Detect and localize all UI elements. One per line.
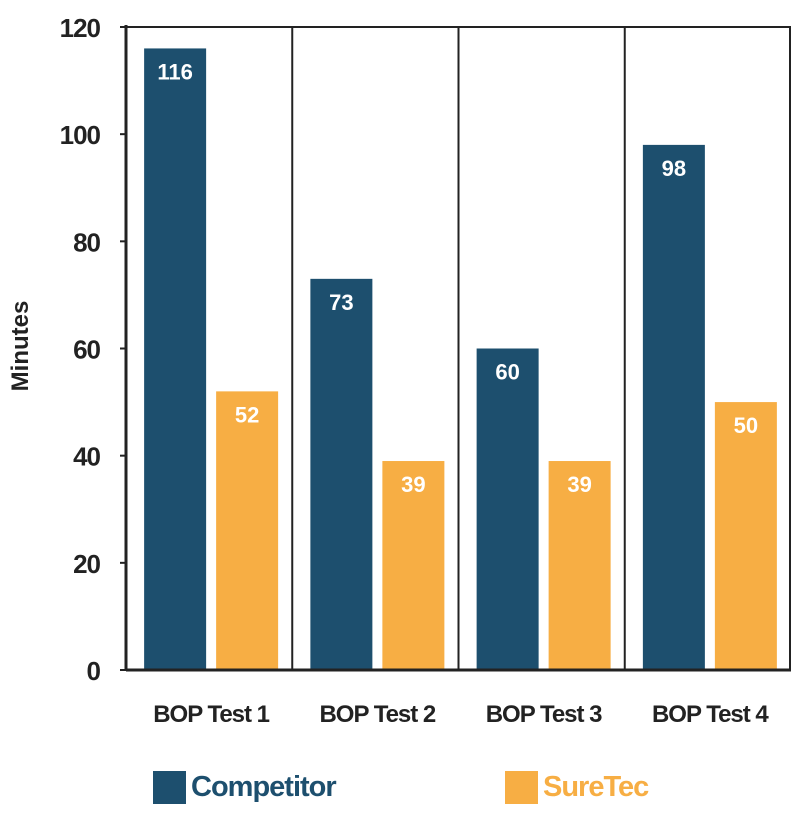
data-label-suretec-bop-test-4: 50 [734,413,758,438]
y-tick-label-60: 60 [73,335,100,365]
y-tick-label-100: 100 [60,120,101,150]
bar-suretec-bop-test-4 [714,402,777,670]
data-label-competitor-bop-test-3: 60 [495,360,519,385]
bar-competitor-bop-test-1 [144,48,207,670]
x-tick-label-bop-test-3: BOP Test 3 [486,701,602,728]
data-label-competitor-bop-test-4: 98 [662,156,686,181]
bar-competitor-bop-test-2 [310,278,373,670]
x-tick-labels: BOP Test 1 BOP Test 2 BOP Test 3 BOP Test 4 [153,701,770,728]
legend-swatch-suretec [505,771,538,804]
legend-label-suretec: SureTec [543,771,649,803]
data-label-suretec-bop-test-1: 52 [235,402,259,427]
y-tick-labels: 0 20 40 60 80 100 120 [60,13,126,686]
x-tick-label-bop-test-4: BOP Test 4 [652,701,769,728]
legend-item-competitor: Competitor [153,771,337,804]
bar-competitor-bop-test-3 [476,348,539,670]
y-tick-label-120: 120 [60,13,101,43]
data-labels-group: 116 52 73 39 60 39 98 50 [157,59,758,497]
legend-label-competitor: Competitor [191,771,337,803]
data-label-suretec-bop-test-3: 39 [567,472,591,497]
legend-swatch-competitor [153,771,186,804]
data-label-competitor-bop-test-1: 116 [157,59,193,84]
bar-competitor-bop-test-4 [642,144,705,671]
category-dividers [291,27,791,670]
bar-suretec-bop-test-3 [548,461,611,670]
y-tick-label-0: 0 [87,656,101,686]
bar-suretec-bop-test-2 [382,461,445,670]
data-label-competitor-bop-test-2: 73 [329,290,353,315]
data-label-suretec-bop-test-2: 39 [401,472,425,497]
x-tick-label-bop-test-1: BOP Test 1 [153,701,269,728]
y-tick-label-20: 20 [73,549,100,579]
x-tick-label-bop-test-2: BOP Test 2 [319,701,435,728]
bars-group [144,48,777,671]
y-tick-label-40: 40 [73,442,100,472]
y-tick-label-80: 80 [73,227,100,257]
bar-suretec-bop-test-1 [216,391,279,670]
y-axis-label: Minutes [7,301,34,392]
legend-item-suretec: SureTec [505,771,649,804]
